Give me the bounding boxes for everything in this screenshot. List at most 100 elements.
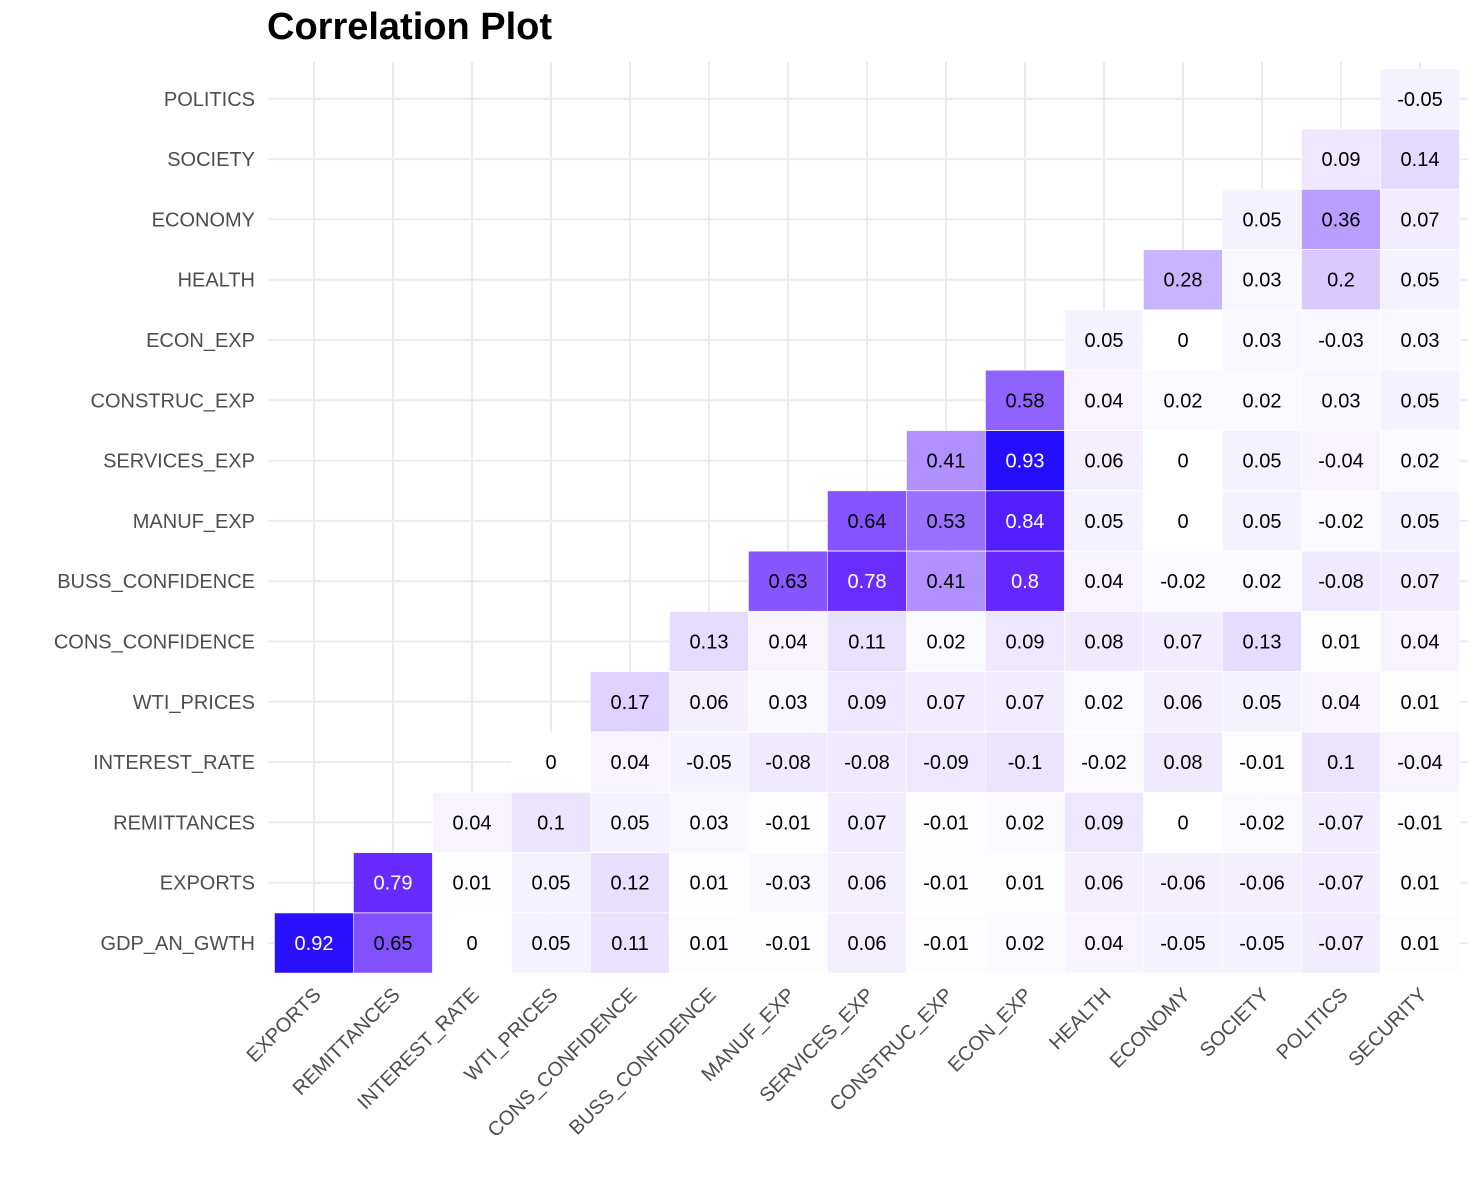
- cell-value-label: 0.02: [1006, 812, 1045, 834]
- heatmap-cell: [1143, 611, 1223, 672]
- heatmap-cell: [985, 912, 1065, 974]
- cell-value-label: 0.07: [1401, 571, 1440, 593]
- heatmap-cell: [669, 792, 749, 853]
- cell-value-label: 0.07: [1164, 632, 1203, 654]
- cell-value-label: 0: [1177, 330, 1188, 352]
- heatmap-cell: [1380, 249, 1460, 310]
- x-tick-label: EXPORTS: [243, 984, 326, 1067]
- cell-value-label: 0.65: [374, 933, 413, 955]
- cell-value-label: 0.04: [1401, 632, 1440, 654]
- cell-value-label: -0.07: [1318, 812, 1364, 834]
- cell-value-label: 0.07: [1401, 209, 1440, 231]
- cell-value-label: 0.05: [611, 812, 650, 834]
- y-tick-label: WTI_PRICES: [133, 692, 255, 714]
- heatmap-cell: [827, 912, 907, 974]
- cell-value-label: 0.06: [848, 933, 887, 955]
- y-tick-label: GDP_AN_GWTH: [101, 933, 255, 955]
- heatmap-cell: [1222, 189, 1302, 250]
- cell-value-label: 0.58: [1006, 390, 1045, 412]
- heatmap-cell: [590, 852, 670, 913]
- cell-value-label: 0.05: [1085, 330, 1124, 352]
- heatmap-cell: [1222, 852, 1302, 913]
- cell-value-label: -0.02: [1160, 571, 1206, 593]
- cell-value-label: 0.05: [1401, 511, 1440, 533]
- heatmap-cell: [590, 912, 670, 974]
- x-tick-label: ECONOMY: [1106, 984, 1195, 1073]
- cell-value-label: 0.1: [1327, 752, 1355, 774]
- heatmap-cell: [1222, 430, 1302, 491]
- heatmap-cell: [906, 611, 986, 672]
- heatmap-cell: [1222, 731, 1302, 793]
- cell-value-label: 0.03: [1322, 390, 1361, 412]
- heatmap-cell: [1380, 68, 1460, 130]
- cell-value-label: 0.03: [1401, 330, 1440, 352]
- heatmap-cell: [1380, 852, 1460, 913]
- cell-value-label: 0.8: [1011, 571, 1039, 593]
- heatmap-cell: [1380, 430, 1460, 491]
- cell-value-label: -0.02: [1081, 752, 1127, 774]
- cell-value-label: -0.08: [1318, 571, 1364, 593]
- cell-value-label: -0.04: [1397, 752, 1443, 774]
- heatmap-cell: [1143, 852, 1223, 913]
- heatmap-cell: [511, 792, 591, 853]
- y-tick-label: INTEREST_RATE: [93, 752, 255, 774]
- cell-value-label: 0.09: [1006, 632, 1045, 654]
- heatmap-cell: [1143, 550, 1223, 612]
- cell-value-label: -0.01: [923, 933, 969, 955]
- cell-value-label: 0.78: [848, 571, 887, 593]
- heatmap-cell: [1301, 792, 1381, 853]
- heatmap-cell: [1301, 128, 1381, 190]
- cell-value-label: 0.28: [1164, 270, 1203, 292]
- cell-value-label: 0: [466, 933, 477, 955]
- cell-value-label: 0.01: [1006, 873, 1045, 895]
- heatmap-cell: [1380, 309, 1460, 371]
- cell-value-label: 0.63: [769, 571, 808, 593]
- heatmap-cell: [748, 792, 828, 853]
- y-tick-label: EXPORTS: [160, 873, 255, 895]
- cell-value-label: -0.05: [1397, 89, 1443, 111]
- heatmap-cell: [985, 430, 1065, 491]
- cell-value-label: 0.93: [1006, 451, 1045, 473]
- heatmap-cell: [1222, 550, 1302, 612]
- heatmap-cell: [1143, 370, 1223, 431]
- cell-value-label: 0.01: [453, 873, 492, 895]
- heatmap-cell: [985, 671, 1065, 733]
- cell-value-label: -0.01: [1397, 812, 1443, 834]
- cell-value-label: -0.01: [923, 812, 969, 834]
- heatmap-cell: [1064, 430, 1144, 491]
- cell-value-label: 0.01: [1322, 632, 1361, 654]
- heatmap-cell: [1380, 370, 1460, 431]
- heatmap-cell: [1380, 792, 1460, 853]
- cell-value-label: 0.12: [611, 873, 650, 895]
- heatmap-cell: [1064, 309, 1144, 371]
- x-tick-label: BUSS_CONFIDENCE: [565, 984, 720, 1139]
- heatmap-cell: [985, 490, 1065, 552]
- heatmap-cell: [511, 731, 591, 793]
- heatmap-cell: [1222, 370, 1302, 431]
- cell-value-label: 0.41: [927, 571, 966, 593]
- cell-value-label: -0.03: [765, 873, 811, 895]
- heatmap-cell: [1222, 792, 1302, 853]
- cell-value-label: 0.17: [611, 692, 650, 714]
- cell-value-label: 0: [1177, 511, 1188, 533]
- x-tick-label: HEALTH: [1045, 984, 1115, 1054]
- heatmap-cell: [1064, 852, 1144, 913]
- heatmap-cell: [1064, 792, 1144, 853]
- heatmap-cell: [1380, 671, 1460, 733]
- cell-value-label: 0.01: [1401, 692, 1440, 714]
- cell-value-label: 0.08: [1164, 752, 1203, 774]
- heatmap-cell: [353, 912, 433, 974]
- cell-value-label: 0.02: [1164, 390, 1203, 412]
- cell-value-label: 0.05: [1401, 270, 1440, 292]
- cell-value-label: 0.79: [374, 873, 413, 895]
- heatmap-cell: [1222, 490, 1302, 552]
- cell-value-label: 0.09: [848, 692, 887, 714]
- cell-value-label: 0.53: [927, 511, 966, 533]
- heatmap-cell: [1064, 671, 1144, 733]
- heatmap-cell: [906, 550, 986, 612]
- cell-value-label: 0.05: [1243, 692, 1282, 714]
- heatmap-cell: [432, 912, 512, 974]
- heatmap-cell: [748, 671, 828, 733]
- heatmap-cell: [906, 792, 986, 853]
- cell-value-label: 0.1: [537, 812, 565, 834]
